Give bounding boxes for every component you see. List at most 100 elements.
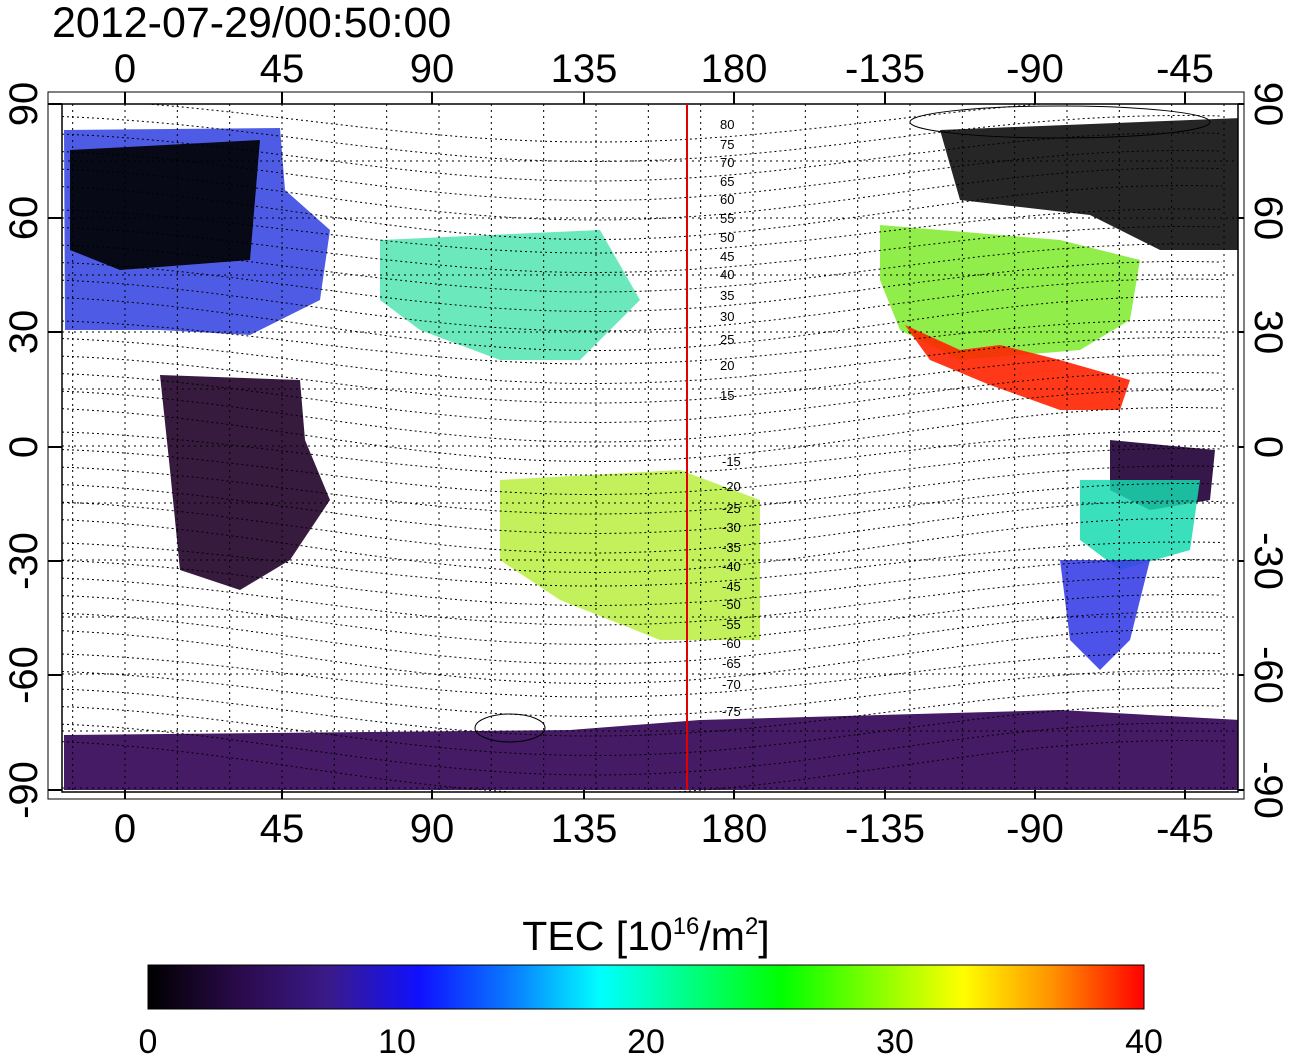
contour-line (62, 354, 1223, 404)
patch-australia (500, 470, 760, 640)
contour-label-south: -75 (722, 704, 741, 719)
south-pole-contour (474, 713, 546, 743)
lon-tick-bottom: 90 (410, 807, 455, 851)
contour-label-north: 55 (720, 211, 734, 226)
contour-line (62, 628, 1223, 685)
lat-tick-right: 90 (1246, 82, 1290, 127)
lat-lon-grid (62, 103, 1238, 790)
contour-label-north: 65 (720, 174, 734, 189)
lat-tick-left: 30 (2, 310, 46, 355)
contour-label-north: 45 (720, 249, 734, 264)
lon-tick-top: 45 (260, 47, 305, 91)
patch-gulf-of-mexico (905, 325, 1130, 410)
patch-africa (160, 375, 330, 590)
contour-label-south: -50 (722, 597, 741, 612)
colorbar (147, 964, 1145, 1010)
contour-line (62, 260, 1223, 313)
outer-frame (47, 91, 1245, 800)
contour-label-south: -15 (722, 454, 741, 469)
colorbar-tick-label: 10 (378, 1023, 416, 1057)
lon-tick-top: 180 (701, 47, 768, 91)
contour-label-south: -25 (722, 501, 741, 516)
patch-north-america (880, 225, 1140, 360)
contour-label-north: 60 (720, 192, 734, 207)
contour-line (62, 371, 1223, 424)
contour-label-south: -55 (722, 617, 741, 632)
contour-line (62, 704, 1223, 757)
contour-label-north: 30 (720, 309, 734, 324)
colorbar-ticks: 0 10 20 30 40 (139, 1023, 1163, 1057)
contour-line (62, 208, 1223, 254)
lat-tick-left: -90 (2, 761, 46, 819)
lat-tick-left: -30 (2, 532, 46, 590)
lon-tick-top: 0 (114, 47, 136, 91)
lon-tick-bottom: -45 (1156, 807, 1214, 851)
tec-data-patches (64, 118, 1238, 790)
magnetic-latitude-contours: 80 75 70 65 60 55 50 45 40 35 30 25 20 15 -15 -20 -25 -30… (62, 104, 1223, 792)
colorbar-label: TEC [1016/m2] (522, 913, 770, 959)
lon-tick-top: 90 (410, 47, 455, 91)
timestamp-title: 2012-07-29/00:50:00 (52, 0, 452, 47)
contour-line (62, 576, 1223, 626)
lat-tick-left: 90 (2, 82, 46, 127)
lat-tick-left: 0 (2, 436, 46, 458)
lon-tick-bottom: 180 (701, 807, 768, 851)
colorbar-tick-label: 0 (139, 1023, 158, 1057)
contour-line (62, 687, 1223, 737)
lon-tick-bottom: -135 (845, 807, 925, 851)
patch-antarctica (64, 710, 1238, 790)
contour-line (62, 114, 1223, 162)
contour-line (62, 149, 1223, 202)
lat-tick-right: -90 (1246, 761, 1290, 819)
lat-tick-right: 60 (1246, 196, 1290, 241)
lon-tick-top: -135 (845, 47, 925, 91)
contour-line (62, 482, 1223, 535)
lon-tick-bottom: 45 (260, 807, 305, 851)
axis-tick-labels: 0045459090135135180180-135-135-90-90-45-… (2, 47, 1290, 851)
contour-label-south: -20 (722, 479, 741, 494)
contour-line (62, 132, 1223, 182)
contour-label-north: 15 (720, 388, 734, 403)
contour-label-south: -30 (722, 520, 741, 535)
colorbar-tick-label: 20 (627, 1023, 665, 1057)
patch-scandinavia (70, 140, 260, 270)
contour-label-south: -40 (722, 559, 741, 574)
contour-line (62, 558, 1223, 606)
lon-tick-top: -45 (1156, 47, 1214, 91)
lon-tick-top: -90 (1006, 47, 1064, 91)
patch-south-america-south (1060, 560, 1150, 670)
patch-asia (380, 230, 640, 360)
contour-line (62, 225, 1223, 273)
contour-line (62, 319, 1223, 365)
contour-line (62, 652, 1223, 698)
lat-tick-right: -30 (1246, 532, 1290, 590)
north-pole-contour (909, 105, 1211, 139)
contour-label-south: -60 (722, 636, 741, 651)
contour-label-south: -65 (722, 656, 741, 671)
lat-tick-left: -60 (2, 646, 46, 704)
contour-line (140, 104, 1048, 143)
contour-label-north: 35 (720, 288, 734, 303)
colorbar-tick-label: 30 (876, 1023, 914, 1057)
colorbar-tick-label: 40 (1125, 1023, 1163, 1057)
contour-label-south: -45 (722, 579, 741, 594)
contour-label-north: 70 (720, 155, 734, 170)
contour-line (62, 465, 1223, 515)
lon-tick-bottom: 0 (114, 807, 136, 851)
contour-label-north: 75 (720, 137, 734, 152)
contour-label-south: -70 (722, 677, 741, 692)
lat-tick-right: 30 (1246, 310, 1290, 355)
contour-line (62, 447, 1223, 495)
contour-label-north: 80 (720, 117, 734, 132)
contour-label-north: 50 (720, 230, 734, 245)
contour-line (62, 593, 1223, 646)
lon-tick-bottom: 135 (551, 807, 618, 851)
contour-label-north: 20 (720, 358, 734, 373)
lat-tick-right: 0 (1246, 436, 1290, 458)
contour-label-north: 40 (720, 267, 734, 282)
contour-line (62, 430, 1223, 476)
contour-line (62, 243, 1223, 293)
lon-tick-top: 135 (551, 47, 618, 91)
contour-line (62, 541, 1223, 587)
